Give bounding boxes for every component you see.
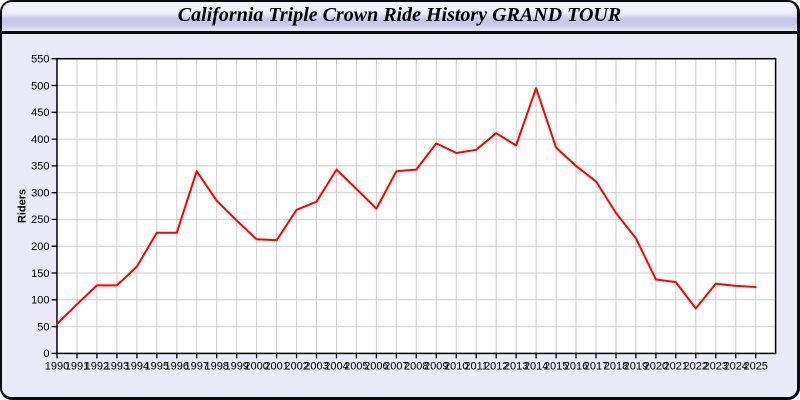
svg-text:1992: 1992 — [85, 361, 109, 373]
svg-text:1997: 1997 — [184, 361, 208, 373]
svg-text:500: 500 — [31, 80, 49, 92]
svg-text:1999: 1999 — [224, 361, 248, 373]
svg-text:2012: 2012 — [484, 361, 508, 373]
svg-text:2006: 2006 — [364, 361, 388, 373]
svg-text:2004: 2004 — [324, 361, 348, 373]
svg-text:2005: 2005 — [344, 361, 368, 373]
svg-text:1994: 1994 — [125, 361, 149, 373]
svg-text:2023: 2023 — [704, 361, 728, 373]
svg-text:2017: 2017 — [584, 361, 608, 373]
svg-text:250: 250 — [31, 214, 49, 226]
svg-text:2019: 2019 — [624, 361, 648, 373]
svg-text:Riders: Riders — [17, 189, 29, 223]
svg-text:100: 100 — [31, 295, 49, 307]
svg-text:1991: 1991 — [65, 361, 89, 373]
svg-text:2009: 2009 — [424, 361, 448, 373]
svg-text:2002: 2002 — [284, 361, 308, 373]
svg-text:2024: 2024 — [723, 361, 747, 373]
svg-text:1993: 1993 — [105, 361, 129, 373]
svg-text:0: 0 — [43, 348, 49, 360]
svg-text:2014: 2014 — [524, 361, 548, 373]
svg-text:2007: 2007 — [384, 361, 408, 373]
svg-text:200: 200 — [31, 241, 49, 253]
svg-text:2022: 2022 — [684, 361, 708, 373]
svg-text:350: 350 — [31, 161, 49, 173]
svg-text:2000: 2000 — [244, 361, 268, 373]
svg-text:300: 300 — [31, 188, 49, 200]
svg-text:550: 550 — [31, 54, 49, 66]
svg-text:2008: 2008 — [404, 361, 428, 373]
svg-text:2015: 2015 — [544, 361, 568, 373]
svg-text:1996: 1996 — [165, 361, 189, 373]
svg-text:1998: 1998 — [204, 361, 228, 373]
svg-text:2016: 2016 — [564, 361, 588, 373]
svg-text:1990: 1990 — [45, 361, 69, 373]
svg-text:2001: 2001 — [264, 361, 288, 373]
svg-text:2020: 2020 — [644, 361, 668, 373]
svg-text:450: 450 — [31, 107, 49, 119]
svg-text:150: 150 — [31, 268, 49, 280]
svg-text:2021: 2021 — [664, 361, 688, 373]
svg-text:2025: 2025 — [743, 361, 767, 373]
svg-text:50: 50 — [37, 321, 49, 333]
svg-text:400: 400 — [31, 134, 49, 146]
svg-text:2003: 2003 — [304, 361, 328, 373]
svg-text:2018: 2018 — [604, 361, 628, 373]
svg-text:1995: 1995 — [145, 361, 169, 373]
svg-text:2010: 2010 — [444, 361, 468, 373]
svg-text:2011: 2011 — [464, 361, 488, 373]
svg-text:2013: 2013 — [504, 361, 528, 373]
